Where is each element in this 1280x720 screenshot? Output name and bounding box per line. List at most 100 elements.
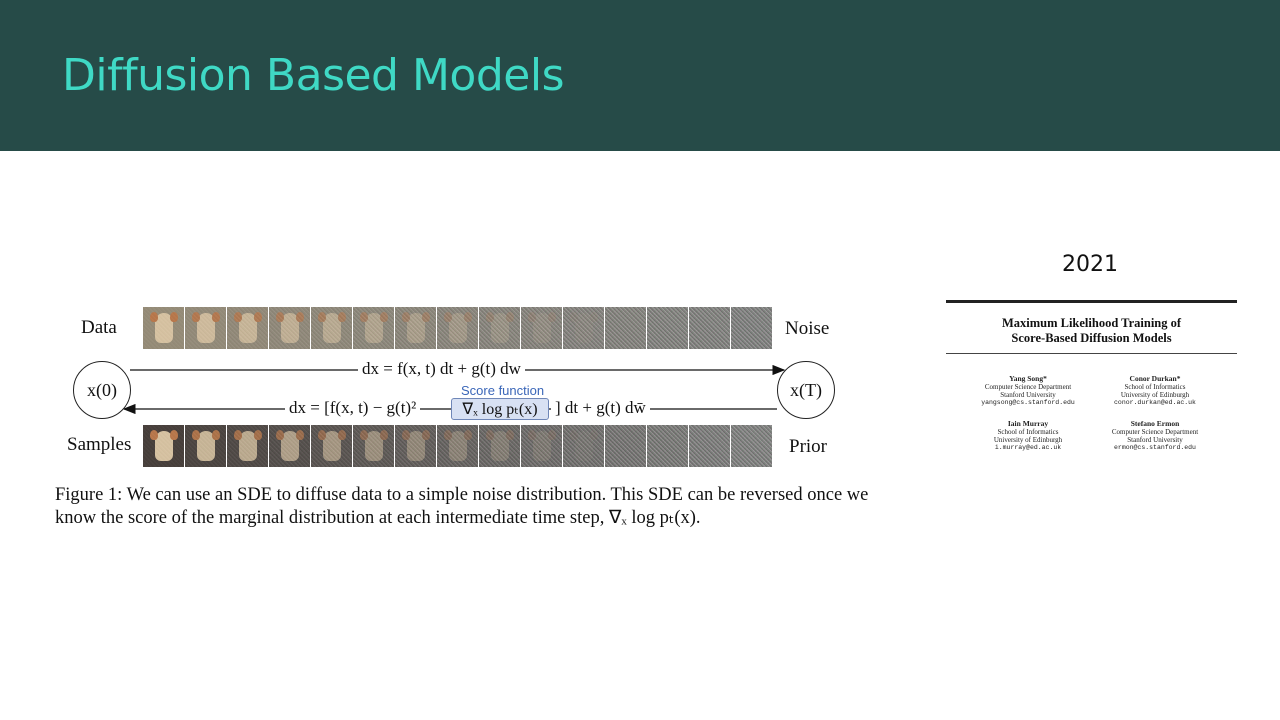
noise-overlay [185, 425, 226, 467]
strip-image [647, 425, 688, 467]
noise-overlay [479, 307, 520, 349]
strip-image [185, 425, 226, 467]
noise-overlay [437, 307, 478, 349]
label-samples: Samples [67, 434, 132, 455]
dog-figure [318, 312, 346, 343]
noise-overlay [521, 307, 562, 349]
noise-overlay [353, 425, 394, 467]
dog-figure [234, 312, 262, 343]
dog-figure [192, 312, 220, 343]
strip-image [479, 307, 520, 349]
author-name: Stefano Ermon [1130, 419, 1180, 428]
dog-figure [276, 430, 304, 461]
dog-figure [486, 312, 514, 343]
dog-figure [444, 312, 472, 343]
author-block: Stefano Ermon Computer Science Departmen… [1090, 420, 1220, 452]
strip-image [479, 425, 520, 467]
paper-year: 2021 [1062, 252, 1118, 277]
strip-image [269, 425, 310, 467]
author-block: Iain Murray School of Informatics Univer… [963, 420, 1093, 452]
noise-overlay [437, 425, 478, 467]
dog-figure [528, 312, 556, 343]
strip-image [521, 425, 562, 467]
noise-overlay [185, 307, 226, 349]
strip-image [227, 425, 268, 467]
data-image-strip [143, 307, 773, 349]
author-affiliation: Computer Science Department [984, 383, 1072, 391]
strip-image [143, 425, 184, 467]
reverse-equation-left: dx = [f(x, t) − g(t)² [285, 398, 421, 418]
noise-overlay [395, 307, 436, 349]
slide-title: Diffusion Based Models [62, 50, 565, 101]
label-data: Data [81, 317, 117, 338]
dog-figure [234, 430, 262, 461]
noise-overlay [311, 425, 352, 467]
noise-overlay [143, 425, 184, 467]
label-noise: Noise [785, 318, 830, 339]
strip-image [437, 307, 478, 349]
noise-overlay [479, 425, 520, 467]
noise-overlay [563, 425, 604, 467]
author-affiliation: School of Informatics [1124, 383, 1186, 391]
strip-image [689, 307, 730, 349]
author-institution: Stanford University [1000, 391, 1056, 399]
strip-image [269, 307, 310, 349]
forward-equation: dx = f(x, t) dt + g(t) dw [358, 359, 525, 379]
dog-figure [444, 430, 472, 461]
reverse-equation-right: ] dt + g(t) dw̄ [551, 398, 650, 418]
strip-image [311, 425, 352, 467]
noise-overlay [269, 307, 310, 349]
node-xT: x(T) [777, 361, 835, 419]
strip-image [731, 425, 772, 467]
author-email: ermon@cs.stanford.edu [1114, 444, 1196, 451]
sde-figure: Data Noise Samples Prior x(0) x(T) dx = … [0, 300, 900, 540]
strip-image [395, 425, 436, 467]
strip-image [563, 307, 604, 349]
paper-title: Maximum Likelihood Training of Score-Bas… [946, 316, 1237, 346]
strip-image [731, 307, 772, 349]
strip-image [143, 307, 184, 349]
paper-title-line1: Maximum Likelihood Training of [1001, 316, 1182, 330]
strip-image [521, 307, 562, 349]
noise-overlay [605, 307, 646, 349]
strip-image [563, 425, 604, 467]
noise-overlay [731, 307, 772, 349]
dog-figure [570, 430, 598, 461]
strip-image [353, 425, 394, 467]
dog-figure [360, 312, 388, 343]
dog-figure [528, 430, 556, 461]
node-x0: x(0) [73, 361, 131, 419]
noise-overlay [353, 307, 394, 349]
noise-overlay [689, 307, 730, 349]
dog-figure [276, 312, 304, 343]
samples-image-strip [143, 425, 773, 467]
score-function-label: Score function [461, 383, 545, 398]
author-block: Conor Durkan* School of Informatics Univ… [1090, 375, 1220, 407]
author-email: i.murray@ed.ac.uk [994, 444, 1062, 451]
paper-thumbnail: Maximum Likelihood Training of Score-Bas… [946, 300, 1237, 458]
paper-title-rule [946, 353, 1237, 354]
label-prior: Prior [789, 436, 827, 457]
noise-overlay [395, 425, 436, 467]
author-affiliation: School of Informatics [997, 428, 1059, 436]
noise-overlay [689, 425, 730, 467]
strip-image [605, 425, 646, 467]
dog-figure [570, 312, 598, 343]
noise-overlay [311, 307, 352, 349]
strip-image [689, 425, 730, 467]
paper-top-rule [946, 300, 1237, 303]
strip-image [437, 425, 478, 467]
noise-overlay [731, 425, 772, 467]
dog-figure [486, 430, 514, 461]
score-function-box: ∇ₓ log pₜ(x) [451, 398, 549, 420]
strip-image [395, 307, 436, 349]
noise-overlay [227, 425, 268, 467]
noise-overlay [563, 307, 604, 349]
dog-figure [150, 430, 178, 461]
dog-figure [150, 312, 178, 343]
author-block: Yang Song* Computer Science Department S… [963, 375, 1093, 407]
author-name: Iain Murray [1007, 419, 1049, 428]
dog-figure [402, 430, 430, 461]
strip-image [647, 307, 688, 349]
noise-overlay [227, 307, 268, 349]
